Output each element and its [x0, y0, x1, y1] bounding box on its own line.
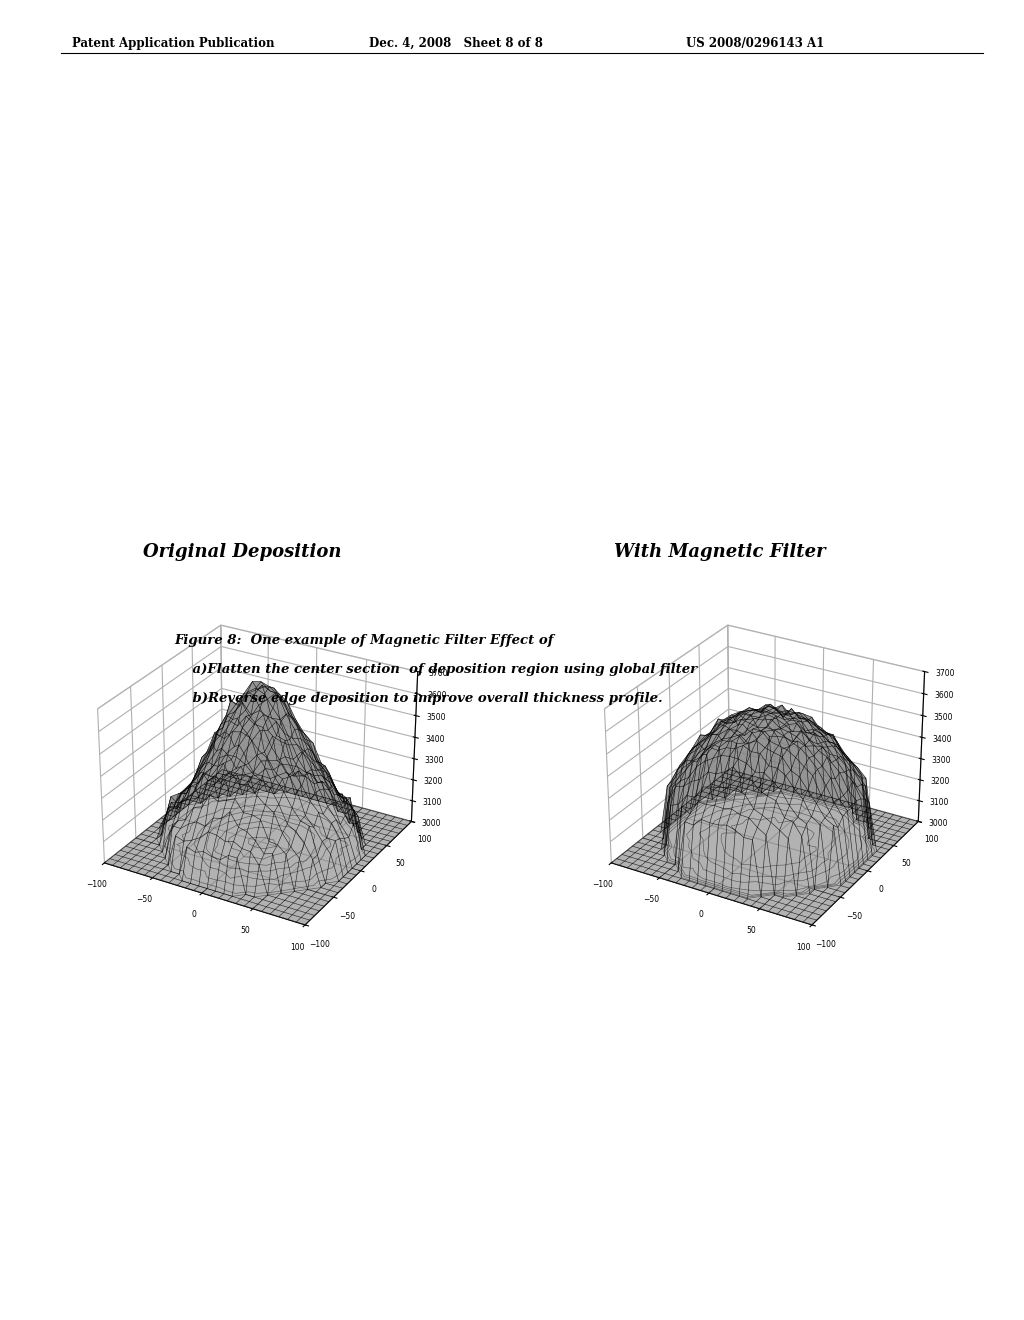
Text: b)Reverse edge deposition to improve overall thickness profile.: b)Reverse edge deposition to improve ove…: [174, 692, 663, 705]
Text: US 2008/0296143 A1: US 2008/0296143 A1: [686, 37, 824, 50]
Text: Patent Application Publication: Patent Application Publication: [72, 37, 274, 50]
Text: With Magnetic Filter: With Magnetic Filter: [614, 543, 826, 561]
Text: Dec. 4, 2008   Sheet 8 of 8: Dec. 4, 2008 Sheet 8 of 8: [369, 37, 543, 50]
Text: a)Flatten the center section  of deposition region using global filter: a)Flatten the center section of depositi…: [174, 663, 697, 676]
Text: Figure 8:  One example of Magnetic Filter Effect of: Figure 8: One example of Magnetic Filter…: [174, 634, 554, 647]
Text: Original Deposition: Original Deposition: [143, 543, 342, 561]
